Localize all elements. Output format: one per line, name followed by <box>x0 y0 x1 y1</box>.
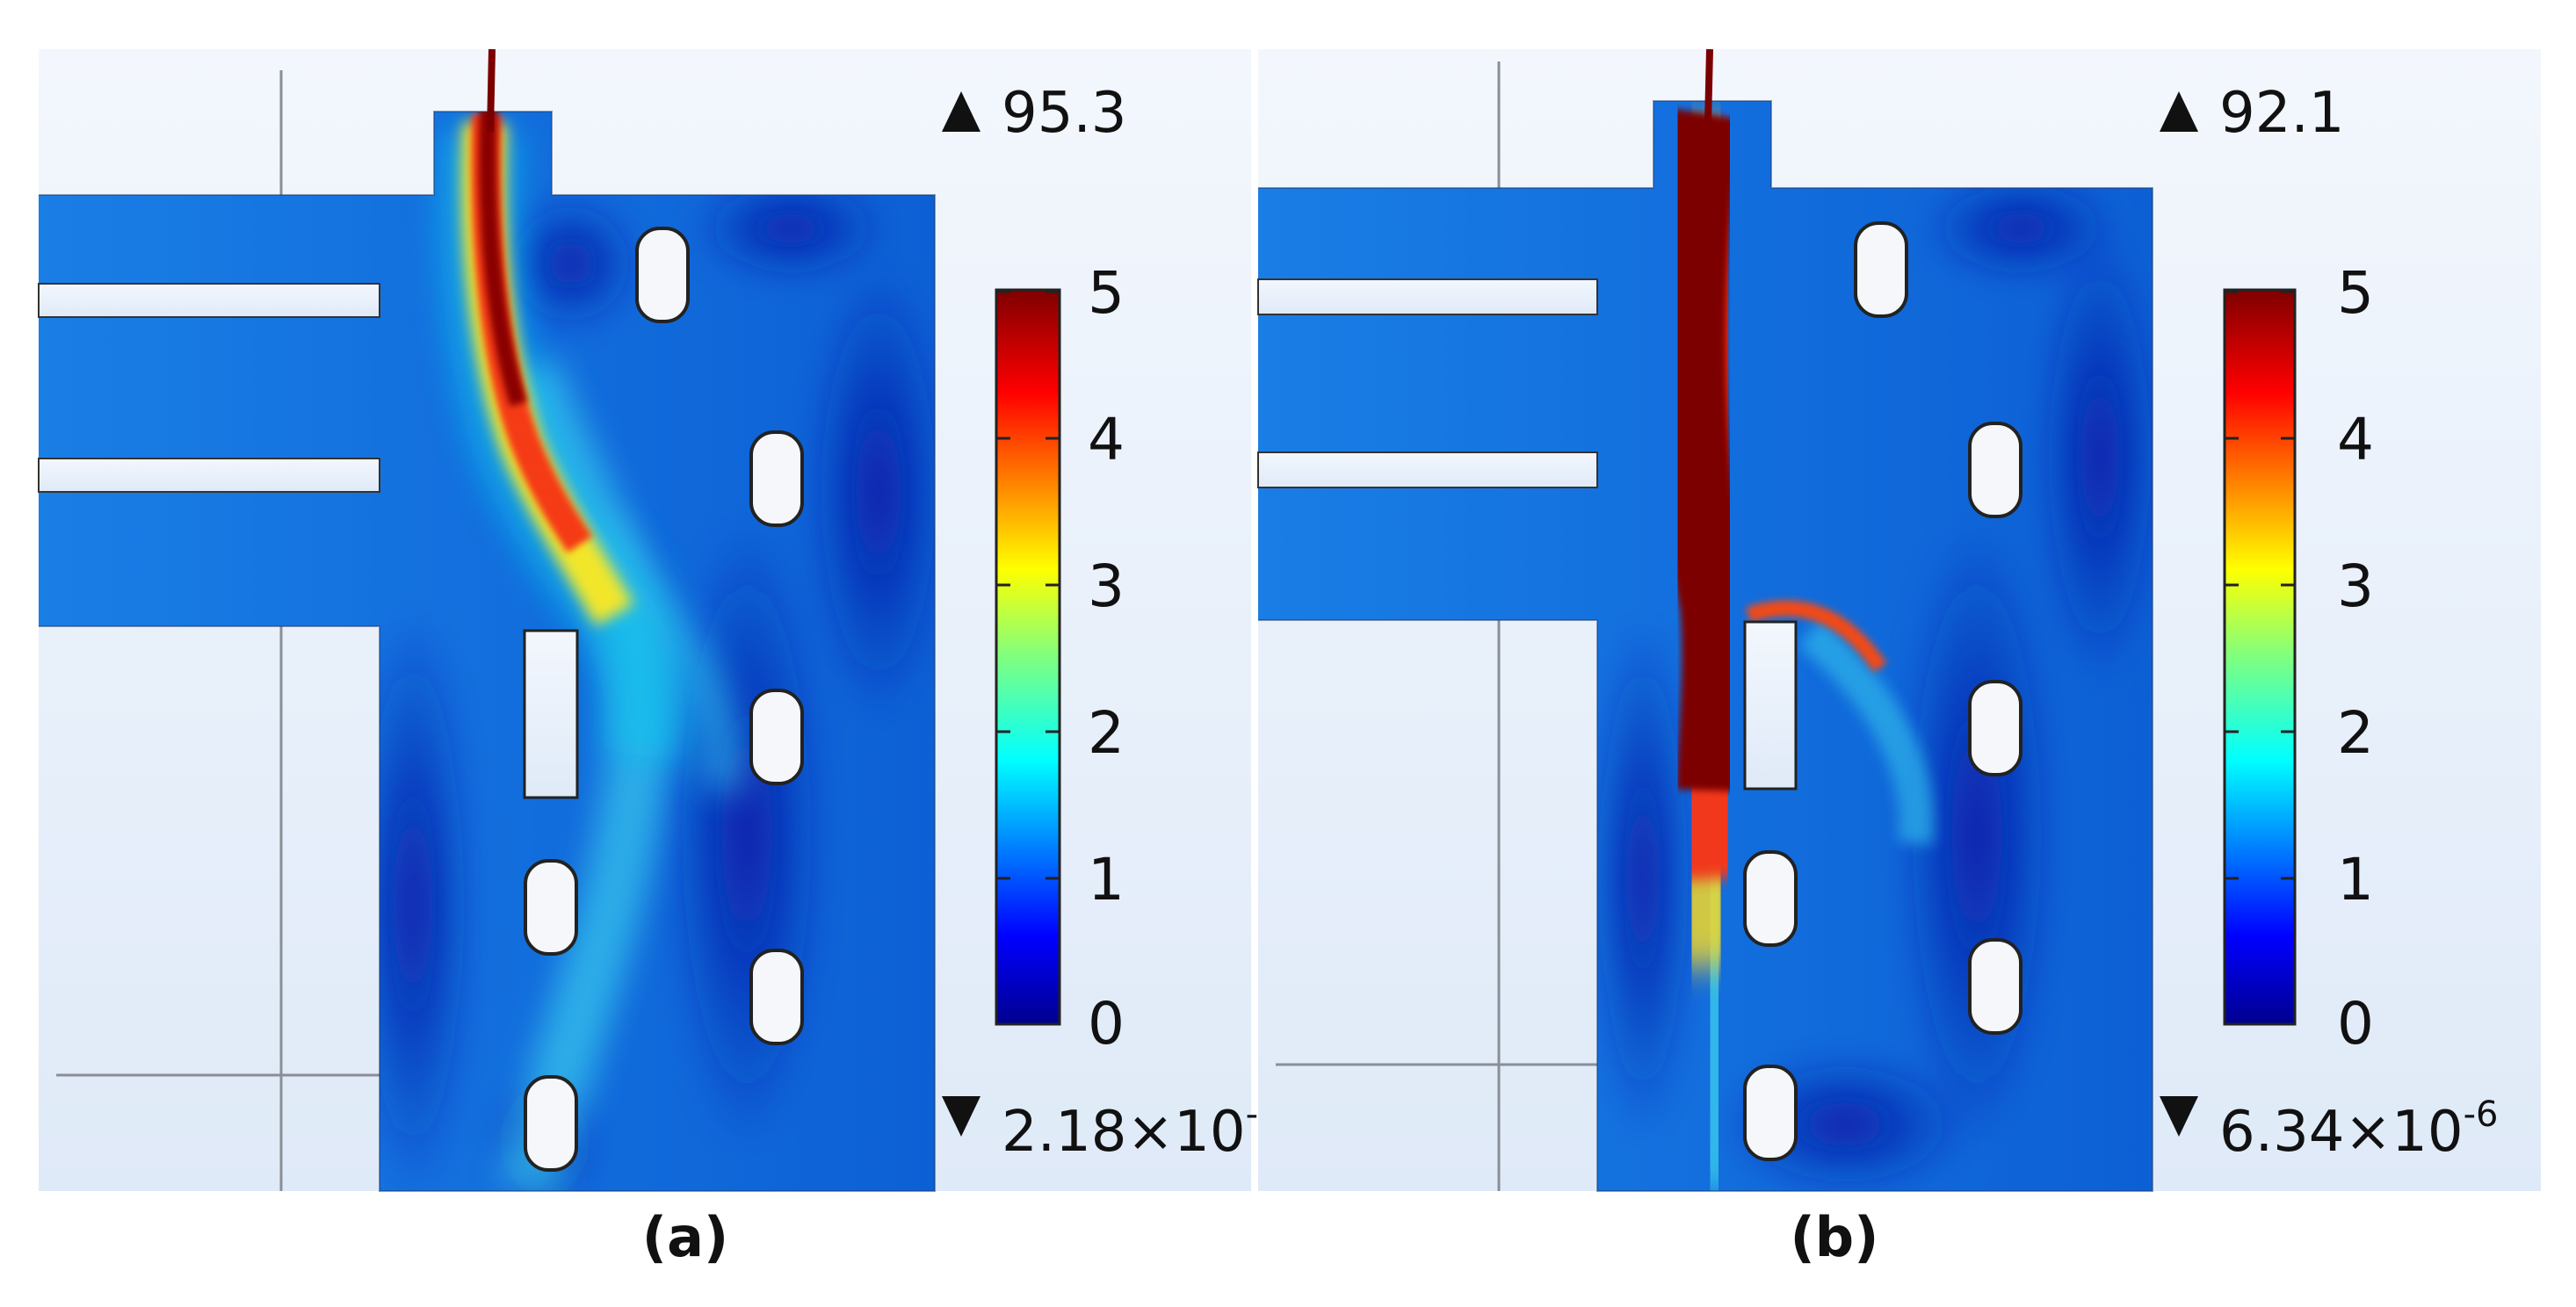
svg-text:6.34×10-6: 6.34×10-6 <box>2219 1094 2498 1165</box>
obstacle <box>749 949 804 1045</box>
obstacle <box>1968 938 2022 1035</box>
panel-b-max-value: 92.1 <box>2219 81 2345 146</box>
colorbar-tick-label: 4 <box>2337 406 2374 473</box>
obstacle <box>749 689 804 785</box>
panel-b-min-exponent: -6 <box>2464 1094 2499 1135</box>
panel-b-rectangular-insert <box>1743 620 1798 791</box>
panel-b-colorbar: 92.1 5 4 3 2 1 0 6.34×10-6 <box>2160 81 2498 1165</box>
colorbar-tick-label: 5 <box>1088 259 1125 327</box>
obstacle <box>1854 221 1908 318</box>
colorbar-tick-label: 3 <box>2337 552 2374 620</box>
max-marker-icon <box>2160 91 2198 132</box>
panel-a-channel-wall-1 <box>38 283 380 318</box>
obstacle <box>524 859 578 956</box>
panel-a-channel-wall-2 <box>38 458 380 493</box>
obstacle <box>635 227 690 323</box>
panel-b-label: (b) <box>1790 1205 1879 1269</box>
colorbar-tick-label: 1 <box>1088 846 1125 913</box>
panel-b-plot <box>1257 48 2541 1192</box>
svg-text:2.18×10-6: 2.18×10-6 <box>1002 1094 1280 1165</box>
colorbar-tick-label: 2 <box>1088 699 1125 767</box>
obstacle <box>524 1075 578 1172</box>
panel-a-label: (a) <box>641 1205 729 1269</box>
min-marker-icon <box>942 1096 980 1137</box>
colorbar-tick-label: 5 <box>2337 259 2374 327</box>
panel-b-channel-wall-1 <box>1257 278 1598 315</box>
panel-a-max-value: 95.3 <box>1002 81 1127 146</box>
colorbar-tick-label: 3 <box>1088 552 1125 620</box>
panel-a-colorbar-gradient <box>995 288 1061 1026</box>
max-marker-icon <box>942 91 980 132</box>
panel-b-obstacles <box>1743 221 2022 1161</box>
panel-a-obstacles <box>524 227 804 1172</box>
obstacle <box>1968 422 2022 518</box>
obstacle <box>749 430 804 527</box>
panel-b-colorbar-gradient <box>2223 288 2297 1026</box>
panel-a-min-mantissa: 2.18×10 <box>1002 1100 1246 1165</box>
panel-a-needle <box>487 48 496 133</box>
panel-a-rectangular-insert <box>523 629 579 799</box>
obstacle <box>1968 680 2022 776</box>
colorbar-tick-label: 0 <box>2337 990 2374 1058</box>
obstacle <box>1743 850 1798 947</box>
panel-b-min-mantissa: 6.34×10 <box>2219 1100 2464 1165</box>
min-marker-icon <box>2160 1096 2198 1137</box>
obstacle <box>1743 1065 1798 1161</box>
colorbar-tick-label: 2 <box>2337 699 2374 767</box>
colorbar-tick-label: 0 <box>1088 990 1125 1058</box>
panel-a-plot <box>38 48 1251 1192</box>
panel-b-needle <box>1704 48 1713 124</box>
colorbar-tick-label: 4 <box>1088 406 1125 473</box>
colorbar-tick-label: 1 <box>2337 846 2374 913</box>
panel-b-channel-wall-2 <box>1257 451 1598 488</box>
